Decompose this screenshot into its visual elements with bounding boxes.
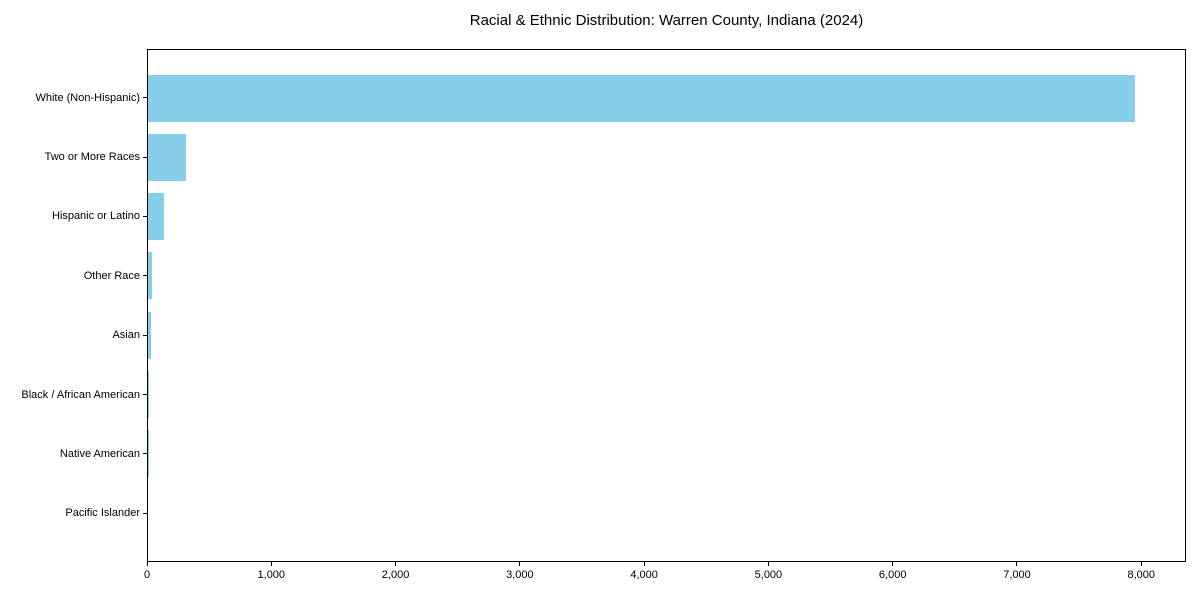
y-label-row-native-american: Native American <box>0 424 147 483</box>
bar-row-other-race <box>148 246 1185 305</box>
bar-row-native-american <box>148 424 1185 483</box>
y-tick-mark <box>143 512 147 514</box>
x-tick-label: 1,000 <box>257 569 286 581</box>
y-tick-mark <box>143 453 147 455</box>
x-tick-mark <box>1016 562 1018 566</box>
x-tick-mark <box>1140 562 1142 566</box>
y-label-white-non-hispanic: White (Non-Hispanic) <box>35 91 140 104</box>
bar-row-black-african-american <box>148 365 1185 424</box>
y-label-pacific-islander: Pacific Islander <box>65 507 140 520</box>
bar-white-non-hispanic <box>148 75 1136 123</box>
y-tick-mark <box>143 334 147 336</box>
x-tick-label: 5,000 <box>754 569 783 581</box>
x-tick-mark <box>270 562 272 566</box>
bar-other-race <box>148 252 153 300</box>
y-tick-mark <box>143 275 147 277</box>
y-label-two-or-more-races: Two or More Races <box>44 151 140 164</box>
y-label-asian: Asian <box>112 329 140 342</box>
y-label-black-african-american: Black / African American <box>21 388 140 401</box>
bar-row-white-non-hispanic <box>148 69 1185 128</box>
bar-row-pacific-islander <box>148 483 1185 542</box>
x-tick-mark <box>519 562 521 566</box>
y-label-row-other-race: Other Race <box>0 246 147 305</box>
y-label-row-pacific-islander: Pacific Islander <box>0 484 147 543</box>
y-label-row-hispanic-or-latino: Hispanic or Latino <box>0 187 147 246</box>
bar-row-two-or-more-races <box>148 128 1185 187</box>
y-tick-mark <box>143 156 147 158</box>
y-label-other-race: Other Race <box>83 269 140 282</box>
bar-black-african-american <box>148 370 149 418</box>
chart-title: Racial & Ethnic Distribution: Warren Cou… <box>469 12 864 29</box>
x-tick-mark <box>146 562 148 566</box>
bar-two-or-more-races <box>148 134 186 182</box>
x-tick-label: 2,000 <box>381 569 410 581</box>
x-tick-mark <box>643 562 645 566</box>
y-tick-mark <box>143 97 147 99</box>
bar-row-asian <box>148 306 1185 365</box>
x-tick-mark <box>767 562 769 566</box>
x-tick-mark <box>892 562 894 566</box>
bar-hispanic-or-latino <box>148 193 165 241</box>
x-tick-label: 3,000 <box>506 569 534 581</box>
y-tick-mark <box>143 215 147 217</box>
plot-area <box>147 49 1186 562</box>
x-tick-label: 0 <box>143 569 151 581</box>
x-tick-mark <box>395 562 397 566</box>
y-label-native-american: Native American <box>59 447 140 460</box>
y-axis-labels: White (Non-Hispanic) Two or More Races His… <box>0 49 147 562</box>
y-label-row-asian: Asian <box>0 306 147 365</box>
x-tick-label: 7,000 <box>1003 569 1031 581</box>
y-label-hispanic-or-latino: Hispanic or Latino <box>51 210 140 223</box>
x-tick-label: 4,000 <box>630 569 658 581</box>
y-label-row-black-african-american: Black / African American <box>0 365 147 424</box>
bar-row-hispanic-or-latino <box>148 187 1185 246</box>
y-label-row-two-or-more-races: Two or More Races <box>0 127 147 186</box>
y-tick-mark <box>143 394 147 396</box>
bar-asian <box>148 311 151 359</box>
x-tick-label: 8,000 <box>1127 569 1156 581</box>
x-tick-label: 6,000 <box>878 569 907 581</box>
x-axis: 0 1,000 2,000 3,000 4,000 5,000 6,000 7,000 8,00… <box>143 562 1186 592</box>
bar-rows <box>148 50 1185 561</box>
y-label-row-white-non-hispanic: White (Non-Hispanic) <box>0 68 147 127</box>
